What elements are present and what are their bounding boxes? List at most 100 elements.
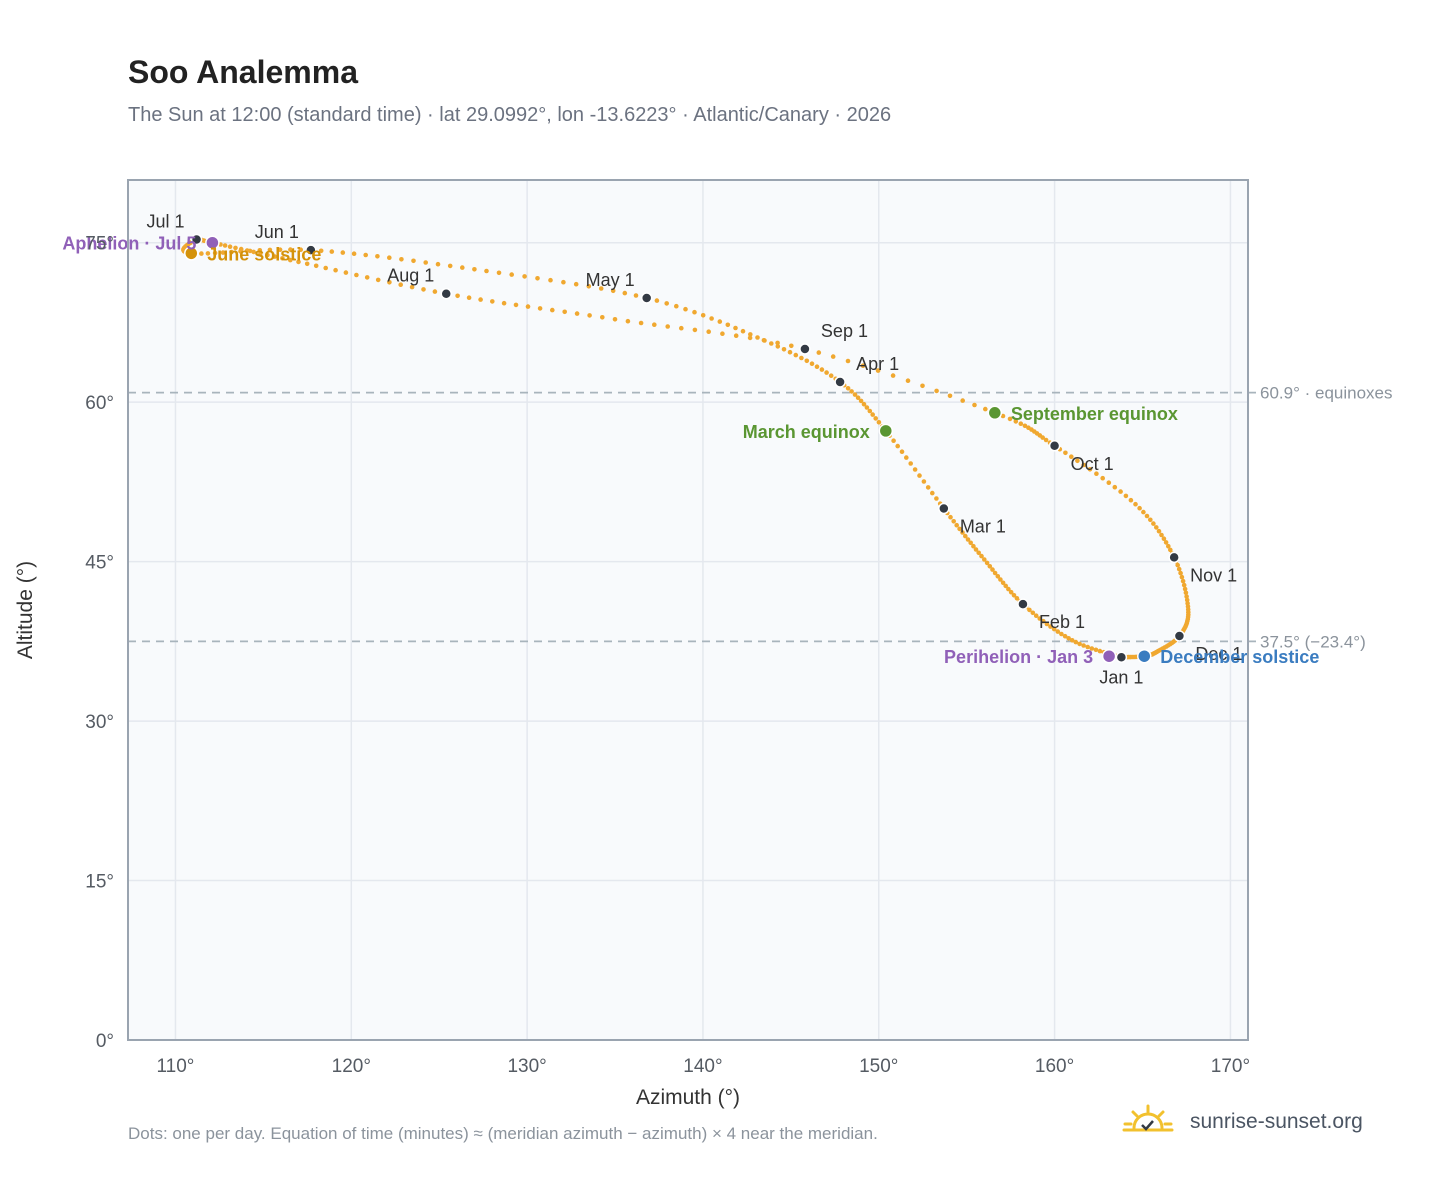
daily-dot: [930, 490, 935, 496]
daily-dot: [990, 567, 995, 572]
daily-dot: [561, 279, 566, 285]
month-label: Dec 1: [1195, 644, 1242, 664]
daily-dot: [244, 248, 250, 253]
labels: Jan 1 Feb 1 Mar 1 Apr 1 May 1 Jun 1 Jul 1 Aug 1…: [62, 212, 1319, 688]
daily-dot: [364, 275, 370, 280]
month-marker: [440, 287, 452, 300]
daily-dot: [222, 243, 228, 248]
daily-dot: [509, 272, 514, 277]
daily-dot: [1118, 489, 1123, 494]
month-label: Apr 1: [856, 354, 899, 374]
daily-dot: [965, 537, 971, 542]
daily-dot: [550, 307, 555, 313]
y-tick-label: 30°: [85, 712, 114, 733]
daily-dot: [251, 249, 256, 255]
month-marker: [1115, 651, 1128, 664]
daily-dot: [1033, 613, 1039, 618]
daily-dot: [982, 557, 987, 562]
daily-dot: [490, 299, 495, 304]
y-tick-label: 75°: [85, 234, 114, 255]
daily-dot: [1085, 644, 1090, 650]
month-marker: [938, 502, 950, 515]
daily-dot: [1184, 594, 1189, 599]
daily-dot: [664, 301, 669, 306]
daily-dot: [755, 335, 760, 340]
daily-dot: [908, 461, 913, 466]
daily-dot: [1161, 536, 1167, 541]
daily-dot: [421, 287, 426, 292]
daily-dot: [205, 251, 211, 256]
daily-dot: [1168, 547, 1173, 553]
daily-dot: [265, 252, 270, 258]
daily-dot: [1063, 450, 1068, 456]
daily-dot: [925, 485, 931, 490]
daily-dot: [1154, 525, 1159, 530]
daily-dot: [904, 455, 909, 460]
daily-dot: [976, 550, 981, 556]
daily-dot: [199, 251, 204, 256]
x-tick-label: 120°: [332, 1056, 371, 1077]
daily-dot: [1027, 607, 1032, 613]
daily-dot: [1156, 528, 1162, 534]
daily-dot: [622, 290, 628, 296]
daily-dot: [1128, 497, 1134, 503]
event-marker: [878, 423, 894, 439]
brand-logo[interactable]: sunrise-sunset.org: [1120, 1102, 1363, 1142]
month-marker: [190, 233, 203, 246]
daily-dot: [948, 514, 953, 520]
daily-dot: [435, 261, 441, 267]
daily-dot: [890, 373, 896, 378]
daily-dot: [351, 251, 357, 256]
plot-area: [128, 180, 1248, 1040]
event-label: Perihelion · Jan 3: [944, 647, 1093, 667]
daily-dot: [905, 378, 911, 384]
daily-dot: [858, 398, 864, 404]
daily-dot: [652, 322, 657, 328]
daily-dot: [212, 250, 218, 256]
daily-dot: [343, 270, 349, 275]
daily-dot: [238, 246, 244, 252]
daily-dot: [411, 258, 416, 264]
daily-dot: [633, 293, 639, 298]
daily-dot: [747, 335, 753, 341]
daily-dot: [921, 479, 927, 484]
footnote: Dots: one per day. Equation of time (min…: [128, 1124, 878, 1143]
daily-dot: [1087, 467, 1093, 472]
daily-dot: [725, 322, 731, 328]
daily-dot: [733, 333, 739, 339]
daily-dot: [333, 267, 338, 273]
daily-dot: [1040, 435, 1045, 440]
daily-dot: [1003, 583, 1008, 589]
chart-subtitle: The Sun at 12:00 (standard time) · lat 2…: [128, 104, 892, 126]
daily-dot: [501, 300, 507, 306]
daily-dot: [891, 438, 896, 444]
daily-dot: [313, 263, 319, 269]
daily-dot: [983, 406, 988, 412]
daily-dot: [496, 270, 502, 276]
daily-dot: [586, 284, 592, 289]
daily-dot: [748, 332, 753, 337]
daily-dot: [387, 255, 392, 260]
daily-dot: [761, 338, 767, 343]
daily-dot: [423, 260, 429, 265]
daily-dot: [1044, 621, 1050, 627]
daily-dot: [288, 247, 293, 252]
daily-dot: [816, 350, 822, 355]
daily-dot: [1183, 590, 1189, 596]
month-label: Jul 1: [147, 212, 185, 232]
month-label: Mar 1: [960, 516, 1006, 536]
daily-dot: [1148, 517, 1153, 523]
daily-dot: [873, 416, 878, 421]
daily-dot: [1006, 586, 1011, 592]
daily-dot: [809, 361, 815, 367]
daily-dot: [612, 317, 618, 322]
daily-dot: [828, 373, 834, 379]
daily-dot: [1133, 501, 1138, 507]
daily-dot: [375, 253, 380, 259]
daily-dot: [1166, 543, 1171, 549]
daily-dot: [340, 250, 346, 255]
brand-text: sunrise-sunset.org: [1190, 1110, 1363, 1133]
daily-dot: [654, 298, 660, 303]
daily-dot: [1077, 641, 1082, 647]
daily-dot: [979, 553, 984, 559]
